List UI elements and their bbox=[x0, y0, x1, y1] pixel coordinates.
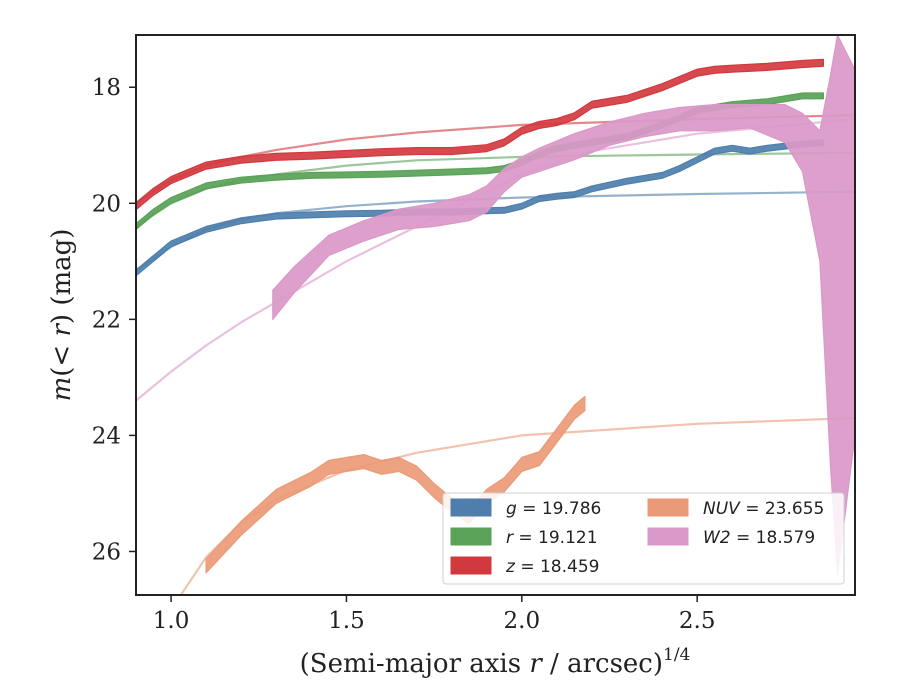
legend-item-z: z = 18.459 bbox=[450, 556, 599, 577]
legend-label: r = 19.121 bbox=[506, 528, 598, 548]
y-tick-label: 18 bbox=[92, 75, 121, 101]
legend: g = 19.786 r = 19.121 z = 18.459 NUV = 23.6… bbox=[442, 492, 845, 585]
legend-label: NUV = 23.655 bbox=[703, 499, 824, 519]
legend-swatch bbox=[450, 556, 492, 575]
legend-entries: g = 19.786 r = 19.121 z = 18.459 NUV = 23.6… bbox=[450, 498, 824, 577]
legend-label: W2 = 18.579 bbox=[703, 528, 815, 548]
y-tick-label: 22 bbox=[92, 307, 121, 333]
legend-item-w2: W2 = 18.579 bbox=[647, 527, 815, 548]
x-tick-label: 1.0 bbox=[153, 608, 190, 634]
y-axis-label: m(< r) (mag) bbox=[47, 229, 77, 402]
x-tick-label: 2.0 bbox=[504, 608, 541, 634]
series-layer bbox=[136, 35, 855, 595]
legend-swatch bbox=[450, 498, 492, 517]
legend-swatch bbox=[647, 498, 689, 517]
y-tick-label: 20 bbox=[92, 191, 121, 217]
x-tick-label: 2.5 bbox=[679, 608, 716, 634]
data-band-nuv bbox=[205, 395, 586, 574]
data-band-z bbox=[136, 58, 824, 211]
y-tick-label: 24 bbox=[92, 423, 121, 449]
y-tick-label: 26 bbox=[92, 539, 121, 565]
x-axis-label: (Semi-major axis r / arcsec)1/4 bbox=[300, 645, 691, 679]
legend-frame bbox=[442, 492, 845, 585]
legend-swatch bbox=[450, 527, 492, 546]
axis-ticks: 1.0 1.5 2.0 2.5 18 20 22 24 26 bbox=[92, 75, 716, 634]
legend-label: z = 18.459 bbox=[505, 557, 599, 577]
legend-label: g = 19.786 bbox=[506, 499, 601, 519]
legend-item-g: g = 19.786 bbox=[450, 498, 601, 519]
legend-item-r: r = 19.121 bbox=[450, 527, 598, 548]
plot-frame bbox=[135, 34, 856, 596]
model-curve-g bbox=[136, 190, 855, 271]
data-band-w2 bbox=[272, 35, 855, 576]
x-tick-label: 1.5 bbox=[328, 608, 365, 634]
legend-swatch bbox=[647, 527, 689, 546]
legend-item-nuv: NUV = 23.655 bbox=[647, 498, 824, 519]
